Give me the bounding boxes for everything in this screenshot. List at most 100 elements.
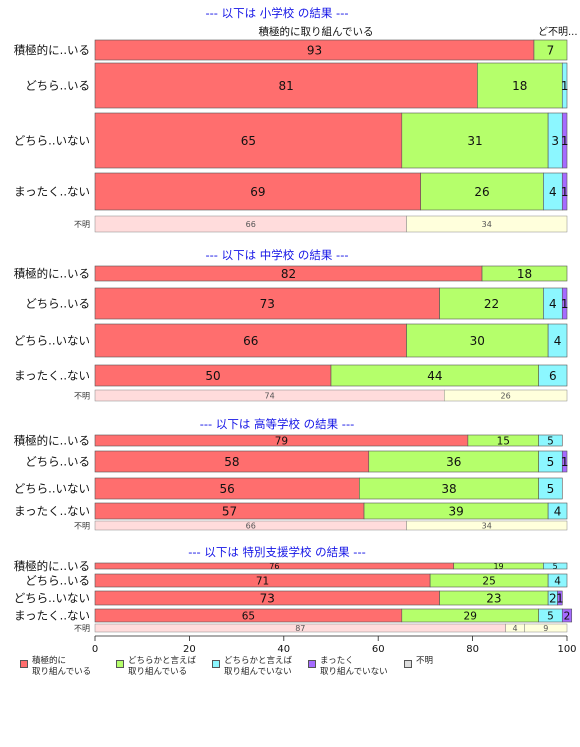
unknown-data-label: 34 [482, 522, 492, 531]
data-label: 5 [547, 435, 554, 447]
row-label: どちら..いない [14, 334, 90, 348]
bar-segment [561, 287, 568, 320]
unknown-row-label: 不明 [74, 624, 90, 633]
data-label: 1 [561, 455, 569, 469]
data-label: 4 [549, 297, 557, 311]
bar-segment [401, 112, 549, 169]
legend-item: 不明 [404, 656, 433, 668]
x-tick-label: 40 [277, 644, 290, 655]
row-label: 積極的に..いる [14, 267, 90, 281]
row-label: 積極的に..いる [14, 434, 90, 448]
data-label: 22 [484, 297, 499, 311]
unknown-data-label: 74 [265, 392, 275, 401]
legend-swatch [20, 660, 28, 668]
row-label: どちら..いる [25, 574, 90, 588]
bar-segment [557, 590, 563, 606]
unknown-row-label: 不明 [74, 220, 90, 229]
bar-segment [94, 62, 478, 109]
x-tick-label: 20 [183, 644, 196, 655]
data-label: 39 [448, 504, 463, 518]
bar-segment [561, 172, 568, 211]
unknown-data-label: 26 [501, 392, 511, 401]
data-label: 1 [561, 79, 569, 93]
bar-segment [94, 323, 407, 358]
panel-title: --- 以下は 高等学校 の結果 --- [200, 417, 355, 431]
data-label: 2 [549, 591, 557, 605]
unknown-data-label: 66 [246, 522, 256, 531]
unknown-row-label: 不明 [74, 392, 90, 401]
unknown-bar-segment [444, 389, 568, 402]
unknown-data-label: 4 [513, 624, 518, 633]
legend-item: 積極的に 取り組んでいる [20, 656, 91, 678]
bar-segment [420, 172, 544, 211]
data-label: 29 [464, 610, 477, 622]
data-label: 81 [279, 79, 294, 93]
row-label: どちら..いる [25, 79, 90, 93]
row-label: まったく..ない [14, 504, 90, 518]
data-label: 5 [547, 455, 555, 469]
data-label: 5 [547, 610, 554, 622]
data-label: 1 [556, 591, 564, 605]
x-tick-label: 80 [466, 644, 479, 655]
data-label: 1 [561, 185, 569, 199]
bar-segment [94, 112, 403, 169]
data-label: 44 [427, 369, 442, 383]
unknown-data-label: 87 [295, 624, 305, 633]
row-label: まったく..ない [14, 185, 90, 199]
legend-label: どちらかと言えば 取り組んでいる [128, 656, 197, 677]
data-label: 76 [269, 562, 279, 571]
data-label: 18 [517, 267, 532, 281]
bar-segment [561, 608, 573, 623]
row-label: 積極的に..いる [14, 559, 90, 573]
data-label: 2 [564, 610, 571, 622]
data-label: 1 [561, 297, 569, 311]
data-label: 73 [260, 591, 275, 605]
data-label: 36 [446, 455, 461, 469]
data-label: 5 [553, 562, 558, 571]
bar-segment [561, 112, 568, 169]
data-label: 4 [549, 185, 557, 199]
data-label: 93 [307, 43, 322, 57]
data-label: 4 [554, 334, 562, 348]
top-axis-label: 積極的に取り組んでいる [259, 25, 374, 38]
unknown-data-label: 66 [246, 220, 256, 229]
data-label: 71 [256, 575, 269, 587]
bar-segment [561, 450, 568, 473]
unknown-bar-segment [406, 215, 568, 233]
data-label: 30 [470, 334, 485, 348]
bar-segment [481, 265, 568, 282]
data-label: 56 [220, 482, 235, 496]
bar-segment [94, 172, 421, 211]
bar-segment [547, 573, 568, 588]
data-label: 38 [441, 482, 456, 496]
data-label: 4 [554, 504, 562, 518]
data-label: 15 [497, 435, 510, 447]
row-label: どちら..いない [14, 482, 90, 496]
data-label: 25 [482, 575, 495, 587]
unknown-data-label: 9 [543, 624, 548, 633]
unknown-bar-segment [406, 520, 568, 531]
bar-segment [538, 477, 563, 500]
chart-legend: 積極的に 取り組んでいる どちらかと言えば 取り組んでいる どちらかと言えば 取… [10, 656, 570, 690]
legend-swatch [308, 660, 316, 668]
row-label: まったく..ない [14, 369, 90, 383]
unknown-data-label: 34 [482, 220, 492, 229]
legend-label: どちらかと言えば 取り組んでいない [224, 656, 293, 677]
row-label: まったく..ない [14, 609, 90, 623]
bar-segment [406, 323, 549, 358]
data-label: 65 [242, 610, 255, 622]
row-label: 積極的に..いる [14, 43, 90, 57]
legend-label: 不明 [416, 656, 434, 666]
x-tick-label: 100 [557, 644, 576, 655]
data-label: 73 [260, 297, 275, 311]
data-label: 69 [250, 185, 265, 199]
bar-segment [439, 287, 544, 320]
panel-title: --- 以下は 中学校 の結果 --- [205, 248, 348, 262]
data-label: 26 [474, 185, 489, 199]
bar-segment [543, 562, 568, 570]
bar-segment [547, 323, 568, 358]
data-label: 57 [222, 504, 237, 518]
data-label: 31 [467, 134, 482, 148]
bar-segment [561, 62, 568, 109]
